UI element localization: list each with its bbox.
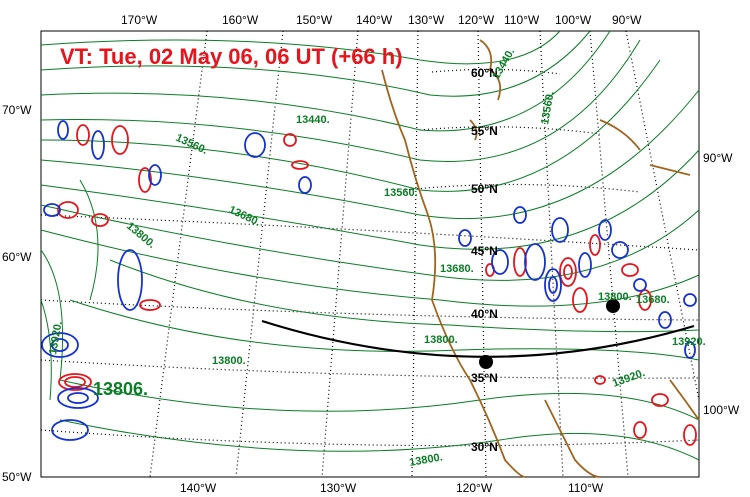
bottom-lon-labels: 140°W 130°W 120°W 110°W [180,481,604,495]
lon-label: 110°W [504,13,540,27]
interior-lat-labels: 60°N 55°N 50°N 45°N 40°N 35°N 30°N [471,66,498,454]
position-marker [606,299,620,313]
height-contour [69,299,700,361]
lon-label: 130°W [320,481,357,495]
height-contour [59,379,700,421]
graticule [40,30,700,478]
position-marker [479,355,493,369]
meridian-line [321,30,359,478]
contour-label: 13680. [440,263,474,275]
edge-label: 100°W [703,403,740,417]
contour-label: 13800. [212,355,246,367]
lon-label: 160°W [222,13,259,27]
coastline [381,39,700,478]
left-edge-labels: 70°W 60°W 50°W [2,103,32,484]
lon-label: 150°W [296,13,333,27]
lat-label: 40°N [471,307,498,321]
edge-label: 70°W [2,103,32,117]
lat-label: 50°N [471,182,498,196]
contour-label: 13560. [384,187,418,199]
negative-contours [41,120,697,441]
lon-label: 130°W [408,13,445,27]
contour-label: 13800. [424,334,458,346]
height-contour [40,299,52,401]
height-contour [40,229,700,307]
contour-label: 13440. [296,114,330,126]
coastline-path [544,399,601,478]
lat-label: 55°N [471,124,498,138]
coastline-path [669,379,700,421]
coastline-path [469,119,478,141]
coastline-path [381,69,526,478]
top-lon-labels: 170°W 160°W 150°W 140°W 130°W 120°W 110°… [121,13,642,27]
edge-label: 50°W [2,470,32,484]
coastline-path [479,39,502,101]
height-contour [40,149,700,250]
contour-label: 13560. [539,90,557,125]
height-contour [40,249,64,381]
parallel-line [40,359,700,379]
height-contour [40,30,591,97]
lon-label: 90°W [612,13,642,27]
lat-label: 45°N [471,244,498,258]
height-contour [40,30,611,132]
lon-label: 110°W [568,481,604,495]
lat-label: 35°N [471,371,498,385]
max-value-label: 13806. [93,379,148,399]
lon-label: 170°W [121,13,158,27]
contour-label: 13920. [672,336,706,348]
height-contour [109,259,700,333]
meridian-line [539,30,564,478]
height-contour [40,89,700,220]
meridian-line [149,30,208,478]
lon-label: 100°W [555,13,592,27]
page-title: VT: Tue, 02 May 06, 06 UT (+66 h) [60,44,403,69]
coastline-path [599,119,641,151]
contour-label: 13680. [636,294,670,306]
edge-label: 90°W [703,151,733,165]
parallel-line [40,299,700,321]
meridian-line [625,30,700,401]
lon-label: 140°W [180,481,217,495]
anomaly-contours [41,120,697,446]
parallel-line [40,214,700,251]
lat-label: 30°N [471,440,498,454]
height-contour [79,179,99,301]
coastline-path [649,164,691,176]
height-contour [59,419,700,461]
lon-label: 120°W [458,13,495,27]
positive-contours [57,124,697,446]
lat-label: 60°N [471,66,498,80]
edge-label: 60°W [2,250,32,264]
contour-label: 13800. [598,291,632,303]
meridian-line [235,30,284,478]
lon-label: 140°W [356,13,393,27]
right-edge-labels: 90°W 100°W [703,151,740,417]
parallel-line [404,183,641,193]
track-line [261,319,695,358]
lon-label: 120°W [456,481,493,495]
height-contour [40,30,561,65]
contour-label: 13800. [408,451,443,469]
contour-label: 13920. [47,320,65,355]
